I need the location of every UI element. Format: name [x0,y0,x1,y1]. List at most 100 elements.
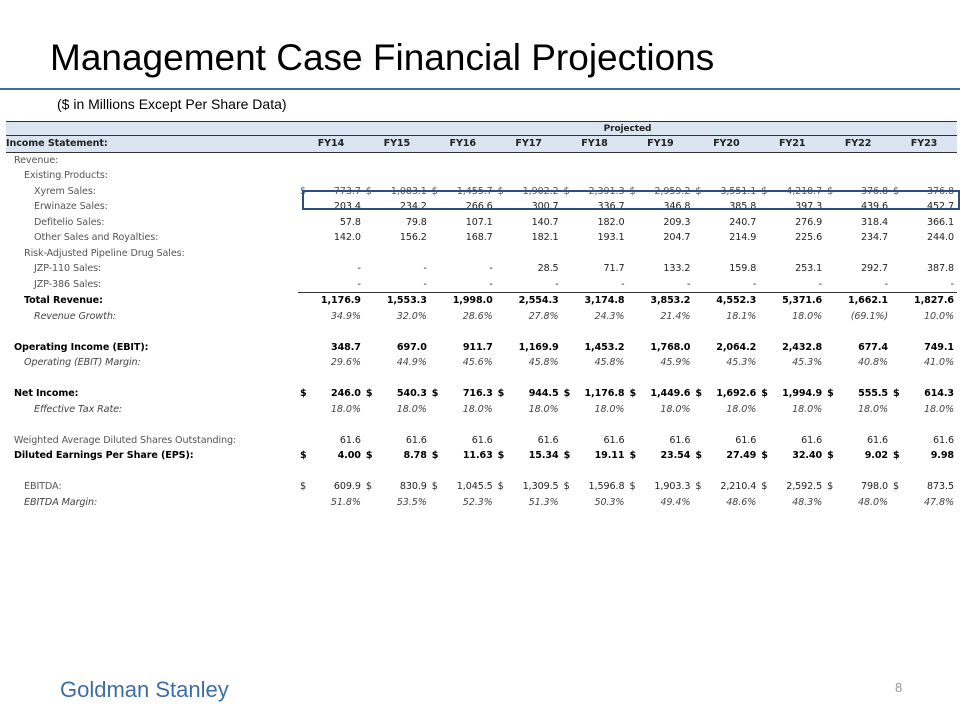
table-cell: 45.3% [693,355,759,371]
table-column-header-row: Income Statement: FY14 FY15 FY16 FY17 FY18 FY… [6,135,957,153]
cell-value: 48.6% [726,496,757,508]
table-cell: 71.7 [562,261,628,277]
column-header-fy16: FY16 [429,135,496,153]
table-cell: 18.1% [693,309,759,325]
table-cell: 244.0 [891,230,957,246]
currency-symbol: $ [497,481,504,493]
table-cell: 18.0% [364,402,430,418]
table-cell [364,324,430,340]
table-row: Xyrem Sales: $773.7 $1,083.1 $1,455.7 $1,902… [6,184,957,200]
table-row: Defitelio Sales: 57.8 79.8 107.1 140.7 182.0 2… [6,215,957,231]
row-label: JZP-386 Sales: [34,279,102,290]
table-cell: (69.1%) [825,309,891,325]
table-cell: $3,551.1 [693,184,759,200]
page-number: 8 [895,680,903,695]
table-cell [364,168,430,184]
page-subtitle: ($ in Millions Except Per Share Data) [57,96,287,112]
cell-value: - [686,278,691,290]
table-cell [627,464,693,480]
currency-symbol: $ [761,388,768,400]
table-cell [562,168,628,184]
row-label: EBITDA Margin: [24,496,98,508]
table-cell: 214.9 [693,230,759,246]
table-cell [562,464,628,480]
cell-value: 387.8 [927,263,954,275]
cell-value: 300.7 [531,201,559,213]
currency-symbol: $ [365,450,373,462]
table-group-header-row: Projected [6,121,957,136]
table-cell: - [298,277,364,293]
currency-symbol: $ [827,450,834,462]
cell-value: 8.78 [403,450,427,462]
cell-value: 9.98 [930,450,954,462]
cell-value: - [357,278,361,290]
cell-value: 2,592.5 [786,481,823,493]
table-cell: 32.0% [364,309,430,325]
cell-value: 240.7 [729,216,757,228]
cell-value: 61.6 [801,434,823,446]
table-cell: 1,169.9 [496,340,562,356]
table-cell: $1,309.5 [496,479,562,495]
table-cell [693,464,759,480]
cell-value: 18.0% [594,403,625,415]
column-header-fy18: FY18 [561,135,628,153]
table-cell: - [496,277,562,293]
currency-symbol: $ [300,185,307,197]
table-cell [562,371,628,387]
cell-value: 376.8 [927,185,954,197]
table-cell: 18.0% [430,402,496,418]
projected-header: Projected [298,121,957,136]
cell-value: 1,176.8 [584,388,625,400]
cell-value: 51.3% [528,496,559,508]
cell-value: 246.0 [331,388,361,400]
table-cell: 27.8% [496,309,562,325]
table-cell: 29.6% [298,355,364,371]
table-cell: - [430,277,496,293]
cell-value: 716.3 [462,388,493,400]
table-cell: 61.6 [364,433,430,449]
table-cell [430,168,496,184]
table-cell [759,464,825,480]
table-cell: - [825,277,891,293]
section-label: Income Statement: [6,135,298,153]
table-cell: 1,553.3 [363,292,430,309]
cell-value: 266.6 [465,201,493,213]
table-cell: 193.1 [562,230,628,246]
cell-value: 749.1 [924,341,954,353]
currency-symbol: $ [365,388,373,400]
table-cell: $944.5 [496,386,562,402]
row-label: Total Revenue: [24,295,103,306]
table-cell: 50.3% [562,495,628,511]
table-cell: 24.3% [562,309,628,325]
table-cell [627,152,693,168]
table-cell [627,371,693,387]
table-cell: $540.3 [364,386,430,402]
table-row [6,464,957,480]
table-cell: 348.7 [298,340,364,356]
table-cell [759,417,825,433]
company-brand: Goldman Stanley [60,677,229,702]
cell-value: 27.49 [726,450,757,462]
row-label: Revenue: [14,154,59,166]
currency-symbol: $ [563,481,570,493]
table-cell [627,324,693,340]
table-cell: 61.6 [298,433,364,449]
table-row: JZP-110 Sales: - - - 28.5 71.7 133.2 159.8 253.1… [6,261,957,277]
table-cell [891,371,957,387]
cell-value: 61.6 [933,434,954,446]
table-cell: 61.6 [496,433,562,449]
table-cell: $555.5 [825,386,891,402]
cell-value: 1,045.5 [456,481,493,493]
table-cell: 203.4 [298,199,364,215]
row-label: Weighted Average Diluted Shares Outstand… [14,434,237,446]
table-row: Operating Income (EBIT): 348.7 697.0 911.7 1… [6,340,957,356]
cell-value: - [489,263,493,275]
table-cell: 234.7 [825,230,891,246]
cell-value: 4,218.7 [786,185,823,197]
currency-symbol: $ [497,185,504,197]
table-cell: 18.0% [627,402,693,418]
table-cell: 18.0% [759,309,825,325]
currency-symbol: $ [431,450,439,462]
table-cell: 749.1 [891,340,957,356]
currency-symbol: $ [695,481,702,493]
